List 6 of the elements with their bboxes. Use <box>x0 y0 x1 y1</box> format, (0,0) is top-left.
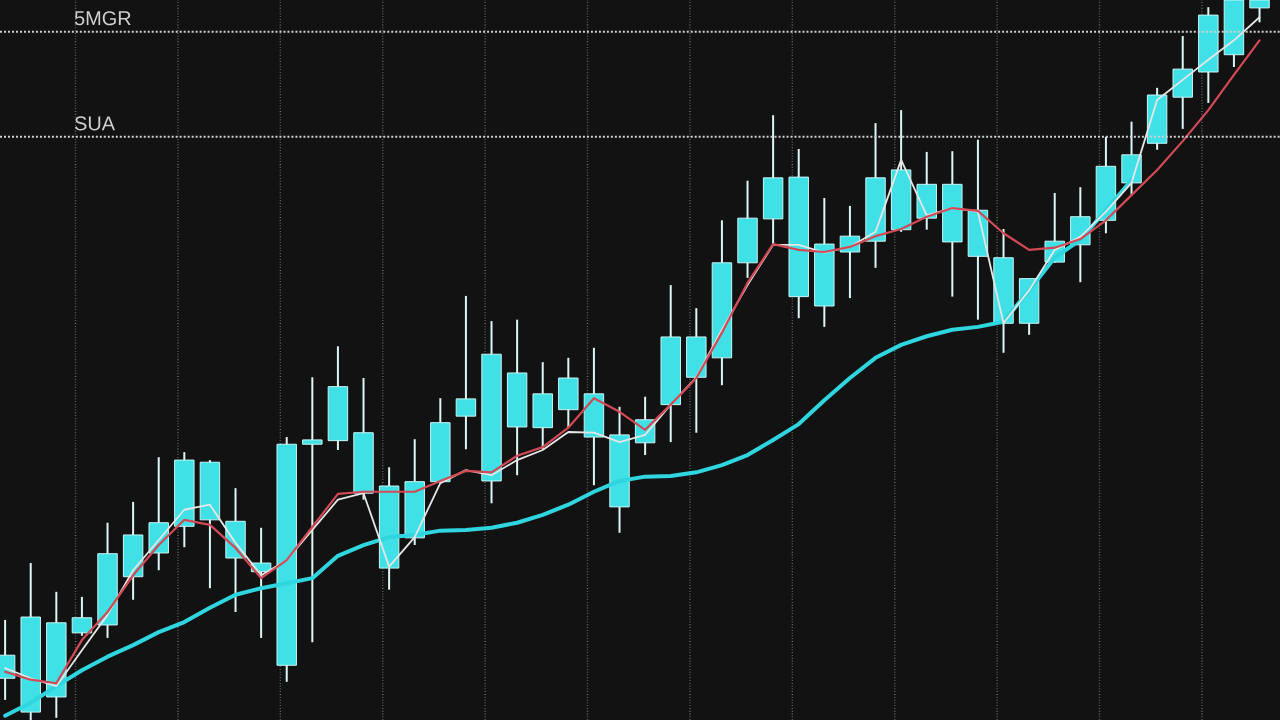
candlestick <box>455 294 477 451</box>
ref-line-label: SUA <box>74 116 115 131</box>
candlestick <box>71 595 93 637</box>
ref-line-label: 5MGR <box>74 11 131 26</box>
candlestick <box>1249 0 1270 24</box>
candlestick <box>302 376 323 644</box>
